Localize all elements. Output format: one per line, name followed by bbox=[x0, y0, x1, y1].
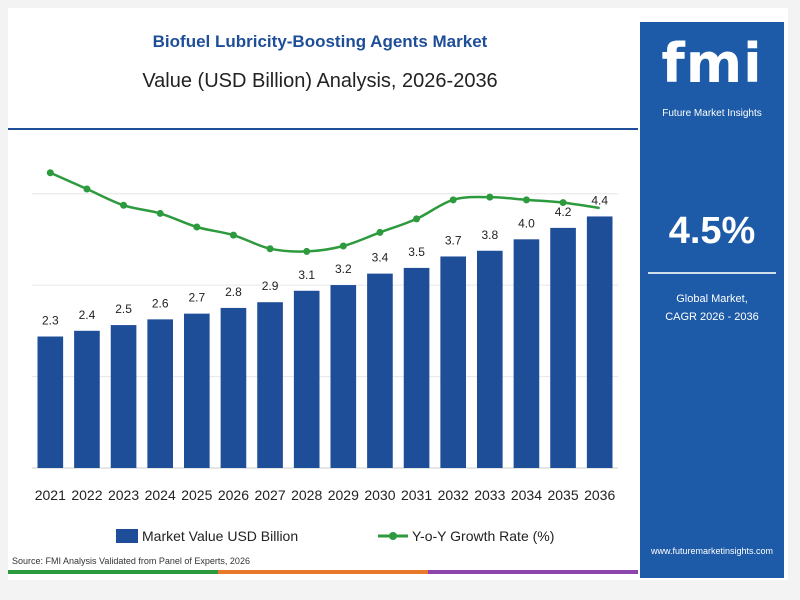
bar-2023 bbox=[110, 325, 137, 468]
legend-bar-label: Market Value USD Billion bbox=[142, 528, 299, 544]
bar-2030 bbox=[367, 273, 393, 468]
cagr-label-line1: Global Market, bbox=[676, 293, 748, 305]
bar-2027 bbox=[257, 302, 283, 468]
data-label-2033: 3.8 bbox=[481, 228, 498, 242]
data-label-2022: 2.4 bbox=[79, 308, 96, 322]
bar-2033 bbox=[476, 250, 503, 468]
data-label-2024: 2.6 bbox=[152, 296, 169, 310]
x-tick-label-2025: 2025 bbox=[181, 487, 212, 503]
growth-point-2034 bbox=[522, 196, 530, 204]
growth-point-2025 bbox=[193, 223, 201, 231]
x-tick-label-2031: 2031 bbox=[401, 487, 432, 503]
x-tick-label-2021: 2021 bbox=[35, 487, 66, 503]
growth-point-2029 bbox=[339, 242, 347, 250]
bar-2031 bbox=[403, 267, 430, 468]
data-label-2025: 2.7 bbox=[188, 291, 205, 305]
bar-2025 bbox=[183, 313, 210, 468]
bottom-bar-orange bbox=[218, 570, 428, 574]
growth-point-2035 bbox=[559, 199, 567, 207]
legend-line-swatch bbox=[378, 532, 408, 540]
title-divider bbox=[8, 128, 638, 130]
growth-point-2030 bbox=[376, 228, 384, 236]
x-tick-label-2028: 2028 bbox=[291, 487, 322, 503]
chart-title: Biofuel Lubricity-Boosting Agents Market bbox=[152, 32, 488, 51]
bar-2032 bbox=[440, 256, 467, 468]
growth-point-2024 bbox=[156, 209, 164, 217]
growth-point-2027 bbox=[266, 245, 274, 253]
growth-point-2023 bbox=[120, 201, 128, 209]
growth-point-2028 bbox=[303, 247, 311, 255]
legend-line-entry: Y-o-Y Growth Rate (%) bbox=[378, 528, 554, 544]
legend-bar-entry: Market Value USD Billion bbox=[116, 528, 298, 544]
data-label-2030: 3.4 bbox=[372, 251, 389, 265]
x-tick-label-2022: 2022 bbox=[71, 487, 102, 503]
cagr-label: Global Market, CAGR 2026 - 2036 bbox=[640, 290, 784, 326]
x-tick-label-2036: 2036 bbox=[584, 487, 615, 503]
data-label-2036: 4.4 bbox=[591, 193, 608, 207]
data-label-2026: 2.8 bbox=[225, 285, 242, 299]
bar-2022 bbox=[74, 330, 100, 468]
bar-2035 bbox=[550, 227, 576, 468]
data-label-2027: 2.9 bbox=[262, 279, 279, 293]
x-tick-label-2023: 2023 bbox=[108, 487, 139, 503]
bottom-bar-purple bbox=[428, 570, 638, 574]
website-link[interactable]: www.futuremarketinsights.com bbox=[650, 546, 774, 556]
bar-2026 bbox=[220, 307, 247, 468]
data-label-2021: 2.3 bbox=[42, 314, 59, 328]
chart-subtitle: Value (USD Billion) Analysis, 2026-2036 bbox=[142, 70, 498, 92]
bar-2021 bbox=[37, 336, 64, 468]
bar-2029 bbox=[330, 285, 357, 468]
cagr-value: 4.5% bbox=[668, 210, 756, 252]
bar-2024 bbox=[147, 319, 174, 468]
chart-svg: 2.3 2021 2.4 2022 2.5 2023 2.6 2024 2.7 2025 2.8 20… bbox=[32, 169, 618, 503]
x-tick-label-2034: 2034 bbox=[511, 487, 542, 503]
x-tick-label-2033: 2033 bbox=[474, 487, 505, 503]
x-tick-label-2026: 2026 bbox=[218, 487, 249, 503]
data-label-2032: 3.7 bbox=[445, 233, 462, 247]
growth-point-2033 bbox=[486, 193, 494, 201]
sidebar-panel: fmi Future Market Insights 4.5% Global M… bbox=[640, 22, 784, 578]
x-tick-label-2035: 2035 bbox=[547, 487, 578, 503]
growth-point-2021 bbox=[46, 169, 54, 177]
data-label-2035: 4.2 bbox=[555, 205, 572, 219]
growth-point-2026 bbox=[229, 231, 237, 239]
bottom-color-bar bbox=[8, 570, 638, 574]
cagr-divider bbox=[648, 272, 776, 274]
growth-point-2022 bbox=[83, 185, 91, 193]
logo-subtitle: Future Market Insights bbox=[662, 108, 762, 119]
bar-2036 bbox=[586, 216, 613, 468]
legend-line-label: Y-o-Y Growth Rate (%) bbox=[412, 528, 555, 544]
x-tick-label-2032: 2032 bbox=[438, 487, 469, 503]
data-label-2034: 4.0 bbox=[518, 216, 535, 230]
x-tick-label-2029: 2029 bbox=[328, 487, 359, 503]
x-tick-label-2030: 2030 bbox=[364, 487, 395, 503]
legend-bar-swatch bbox=[116, 529, 138, 543]
fmi-logo: fmi bbox=[661, 32, 763, 95]
cagr-label-line2: CAGR 2026 - 2036 bbox=[665, 311, 759, 323]
bar-2034 bbox=[513, 239, 540, 468]
growth-line bbox=[49, 171, 600, 253]
x-tick-label-2024: 2024 bbox=[145, 487, 176, 503]
data-label-2023: 2.5 bbox=[115, 302, 132, 316]
growth-point-2031 bbox=[413, 215, 421, 223]
x-tick-label-2027: 2027 bbox=[254, 487, 285, 503]
bottom-bar-green bbox=[8, 570, 218, 574]
data-label-2029: 3.2 bbox=[335, 262, 352, 276]
data-label-2028: 3.1 bbox=[298, 268, 315, 282]
data-label-2031: 3.5 bbox=[408, 245, 425, 259]
source-note: Source: FMI Analysis Validated from Pane… bbox=[12, 556, 250, 566]
bar-2028 bbox=[293, 290, 320, 468]
growth-point-2032 bbox=[449, 196, 457, 204]
